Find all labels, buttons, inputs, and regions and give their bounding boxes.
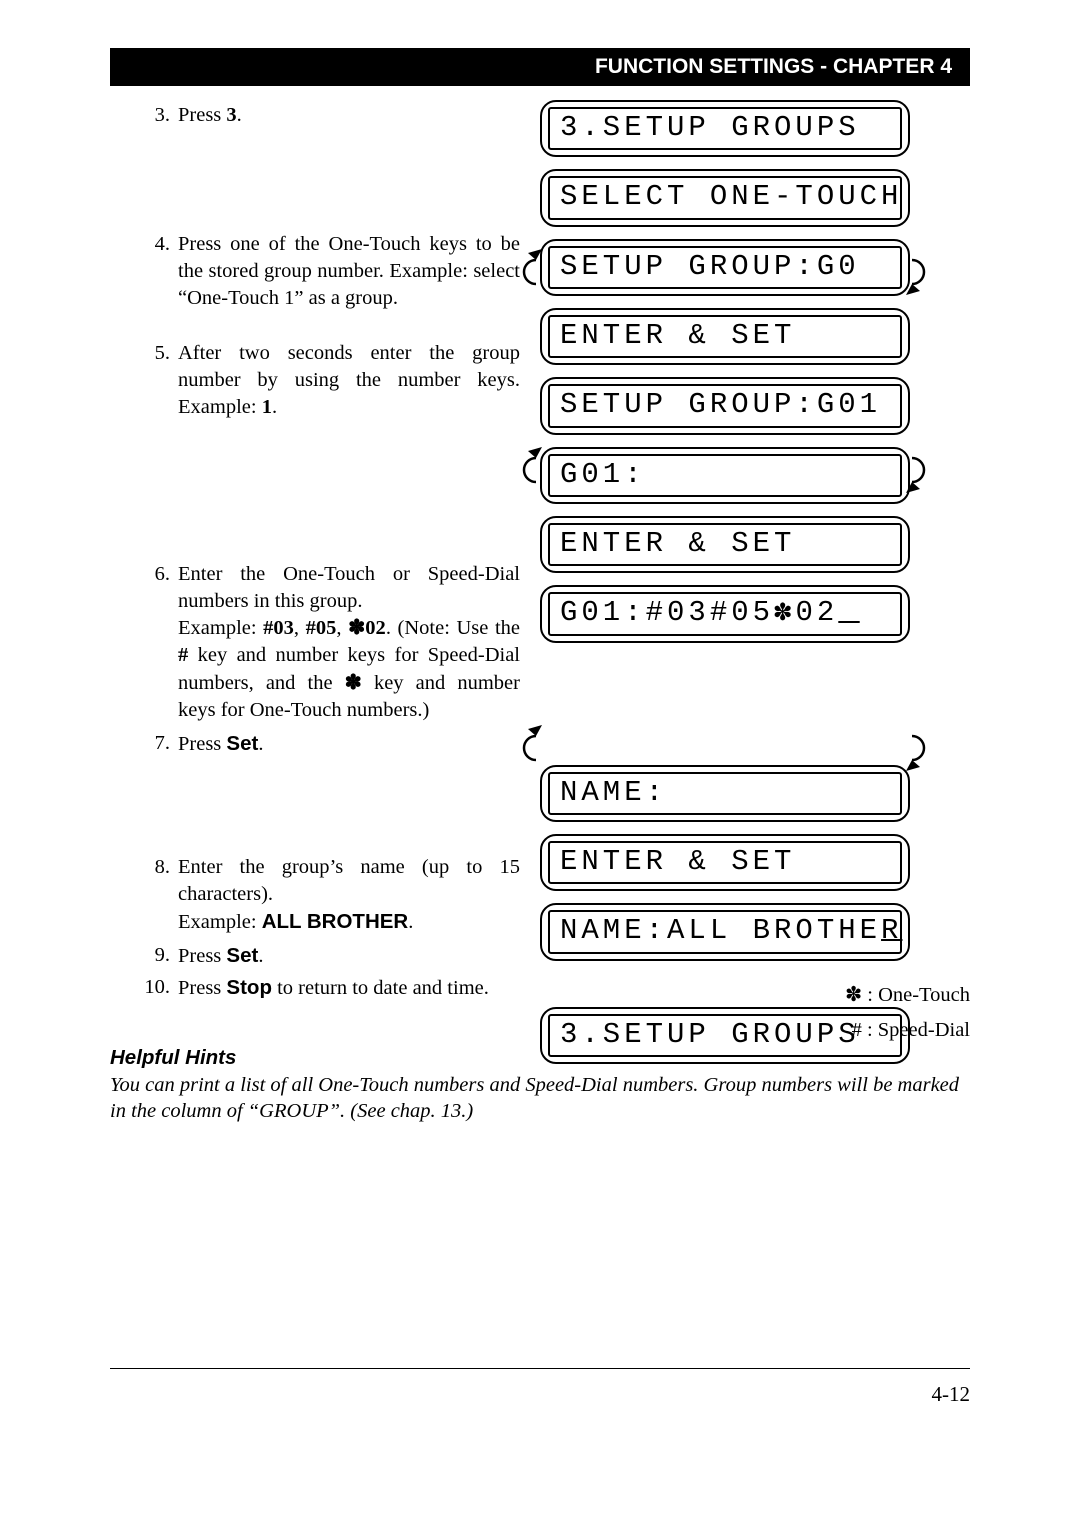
lcd-box: ENTER & SET bbox=[540, 834, 910, 891]
bold-text: ✽02 bbox=[348, 617, 386, 639]
step-8: 8. Enter the group’s name (up to 15 char… bbox=[140, 854, 520, 936]
text: NAME:ALL BROTHE bbox=[560, 914, 881, 947]
lcd-text: 3.SETUP GROUPS bbox=[548, 107, 902, 150]
lcd-box: ENTER & SET bbox=[540, 516, 910, 573]
footer-rule bbox=[110, 1368, 970, 1369]
cycle-arrow-icon bbox=[518, 430, 930, 508]
text: Enter the One-Touch or Speed-Dial number… bbox=[178, 563, 520, 612]
step-number: 7. bbox=[140, 730, 178, 758]
lcd-box: 3.SETUP GROUPS bbox=[540, 100, 910, 157]
lcd-box: SETUP GROUP:G01 bbox=[540, 377, 910, 434]
chapter-header: FUNCTION SETTINGS - CHAPTER 4 bbox=[110, 48, 970, 86]
step-10: 10. Press Stop to return to date and tim… bbox=[140, 974, 520, 1002]
step-number: 9. bbox=[140, 942, 178, 970]
step-number: 6. bbox=[140, 561, 178, 723]
lcd-box: NAME:ALL BROTHER bbox=[540, 903, 910, 960]
key-legend: ✽ : One-Touch # : Speed-Dial bbox=[770, 978, 970, 1048]
bold-text: #05 bbox=[306, 617, 337, 639]
step-text: Enter the group’s name (up to 15 charact… bbox=[178, 854, 520, 936]
step-text: Press Set. bbox=[178, 730, 520, 758]
lcd-text: ENTER & SET bbox=[548, 315, 902, 358]
step-text: Press 3. bbox=[178, 102, 520, 129]
legend-star: ✽ : One-Touch bbox=[770, 978, 970, 1013]
step-number: 10. bbox=[140, 974, 178, 1002]
lcd-text: SELECT ONE-TOUCH bbox=[548, 176, 902, 219]
hints-body: You can print a list of all One-Touch nu… bbox=[110, 1072, 970, 1124]
page-number: 4-12 bbox=[932, 1382, 971, 1407]
bold-text: 1 bbox=[262, 396, 272, 418]
text: . bbox=[258, 945, 263, 967]
step-number: 5. bbox=[140, 340, 178, 421]
lcd-box: ENTER & SET bbox=[540, 308, 910, 365]
cursor bbox=[838, 596, 859, 629]
step-number: 4. bbox=[140, 231, 178, 312]
step-text: Press Stop to return to date and time. bbox=[178, 974, 520, 1002]
text: . bbox=[272, 396, 277, 418]
text: After two seconds enter the group number… bbox=[178, 342, 520, 418]
lcd-text: NAME:ALL BROTHER bbox=[548, 910, 902, 953]
text: Enter the group’s name (up to 15 charact… bbox=[178, 856, 520, 905]
cycle-arrow-icon bbox=[518, 232, 930, 310]
cursor: R bbox=[881, 914, 902, 947]
text: to return to date and time. bbox=[272, 977, 489, 999]
step-text: Enter the One-Touch or Speed-Dial number… bbox=[178, 561, 520, 723]
text: Example: bbox=[178, 617, 263, 639]
lcd-text: G01:#03#05✽02 bbox=[548, 592, 902, 635]
bold-text: 3 bbox=[226, 104, 236, 126]
lcd-text: ENTER & SET bbox=[548, 523, 902, 566]
bold-text: Set bbox=[226, 944, 258, 967]
step-4: 4. Press one of the One-Touch keys to be… bbox=[140, 231, 520, 312]
step-text: After two seconds enter the group number… bbox=[178, 340, 520, 421]
text: . bbox=[258, 733, 263, 755]
step-7: 7. Press Set. bbox=[140, 730, 520, 758]
bold-text: Set bbox=[226, 732, 258, 755]
helpful-hints: Helpful Hints You can print a list of al… bbox=[110, 1046, 970, 1124]
bold-text: Stop bbox=[226, 976, 272, 999]
lcd-box: G01:#03#05✽02 bbox=[540, 585, 910, 642]
text: Press bbox=[178, 104, 226, 126]
step-number: 8. bbox=[140, 854, 178, 936]
text: , bbox=[294, 617, 306, 639]
page: FUNCTION SETTINGS - CHAPTER 4 3. Press 3… bbox=[110, 48, 970, 1428]
text: . bbox=[237, 104, 242, 126]
bold-text: #03 bbox=[263, 617, 294, 639]
step-3: 3. Press 3. bbox=[140, 102, 520, 129]
chapter-title: FUNCTION SETTINGS - CHAPTER 4 bbox=[595, 55, 952, 79]
text: . bbox=[408, 911, 413, 933]
bold-text: ✽ bbox=[345, 672, 362, 694]
text: Example: bbox=[178, 911, 262, 933]
step-6: 6. Enter the One-Touch or Speed-Dial num… bbox=[140, 561, 520, 723]
hints-title: Helpful Hints bbox=[110, 1046, 970, 1070]
cycle-arrow-icon bbox=[518, 708, 930, 786]
lcd-text: SETUP GROUP:G01 bbox=[548, 384, 902, 427]
lcd-text: ENTER & SET bbox=[548, 841, 902, 884]
step-text: Press one of the One-Touch keys to be th… bbox=[178, 231, 520, 312]
bold-text: # bbox=[178, 644, 188, 666]
text: . (Note: Use the bbox=[386, 617, 520, 639]
steps-column: 3. Press 3. 4. Press one of the One-Touc… bbox=[140, 100, 520, 1002]
step-number: 3. bbox=[140, 102, 178, 129]
step-5: 5. After two seconds enter the group num… bbox=[140, 340, 520, 421]
text: Press bbox=[178, 733, 226, 755]
text: , bbox=[336, 617, 348, 639]
text: Press bbox=[178, 945, 226, 967]
text: Press bbox=[178, 977, 226, 999]
legend-hash: # : Speed-Dial bbox=[770, 1013, 970, 1048]
lcd-box: SELECT ONE-TOUCH bbox=[540, 169, 910, 226]
text: G01:#03#05✽02 bbox=[560, 596, 838, 629]
step-9: 9. Press Set. bbox=[140, 942, 520, 970]
step-text: Press Set. bbox=[178, 942, 520, 970]
bold-text: ALL BROTHER bbox=[262, 910, 409, 933]
